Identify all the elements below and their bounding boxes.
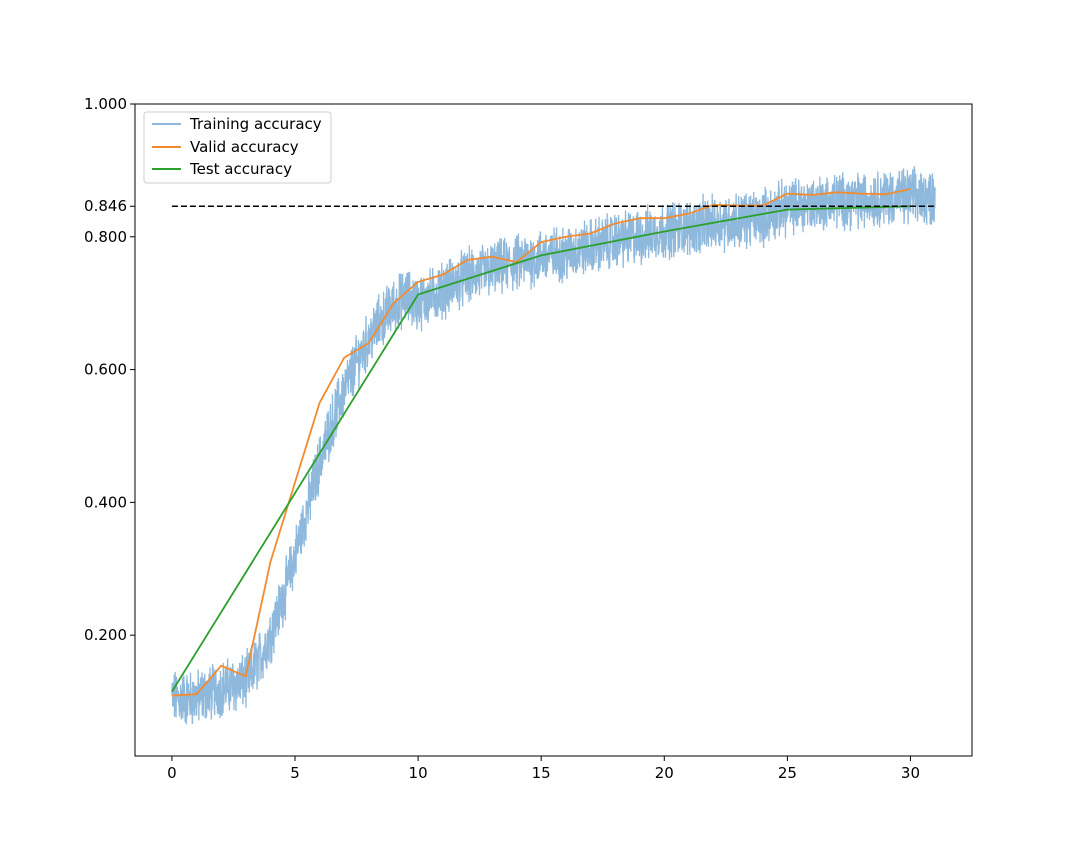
x-tick-label: 10 [409, 764, 428, 782]
legend-label-valid: Valid accuracy [190, 138, 299, 156]
y-tick-label: 0.600 [84, 361, 127, 379]
y-tick-label: 0.800 [84, 228, 127, 246]
x-tick-label: 5 [290, 764, 300, 782]
x-tick-label: 25 [778, 764, 797, 782]
y-tick-label: 0.400 [84, 493, 127, 511]
series-layer [171, 165, 936, 725]
y-axis: 0.200 0.400 0.600 0.800 0.846 1.000 [84, 95, 135, 644]
series-training-accuracy-line [171, 165, 936, 725]
y-tick-label: 1.000 [84, 95, 127, 113]
legend-label-training: Training accuracy [189, 115, 322, 133]
plot-frame [134, 103, 973, 757]
y-tick-label: 0.846 [84, 197, 127, 215]
x-tick-label: 20 [655, 764, 674, 782]
legend-label-test: Test accuracy [189, 160, 292, 178]
x-tick-label: 0 [167, 764, 177, 782]
legend-box [143, 111, 332, 184]
series-valid-accuracy-line [171, 188, 911, 697]
legend: Training accuracy Valid accuracy Test ac… [143, 111, 332, 184]
x-tick-label: 15 [532, 764, 551, 782]
series-test-accuracy-line [171, 205, 911, 693]
x-tick-label: 30 [901, 764, 920, 782]
x-axis: 0 5 10 15 20 25 30 [167, 756, 920, 782]
y-tick-label: 0.200 [84, 626, 127, 644]
